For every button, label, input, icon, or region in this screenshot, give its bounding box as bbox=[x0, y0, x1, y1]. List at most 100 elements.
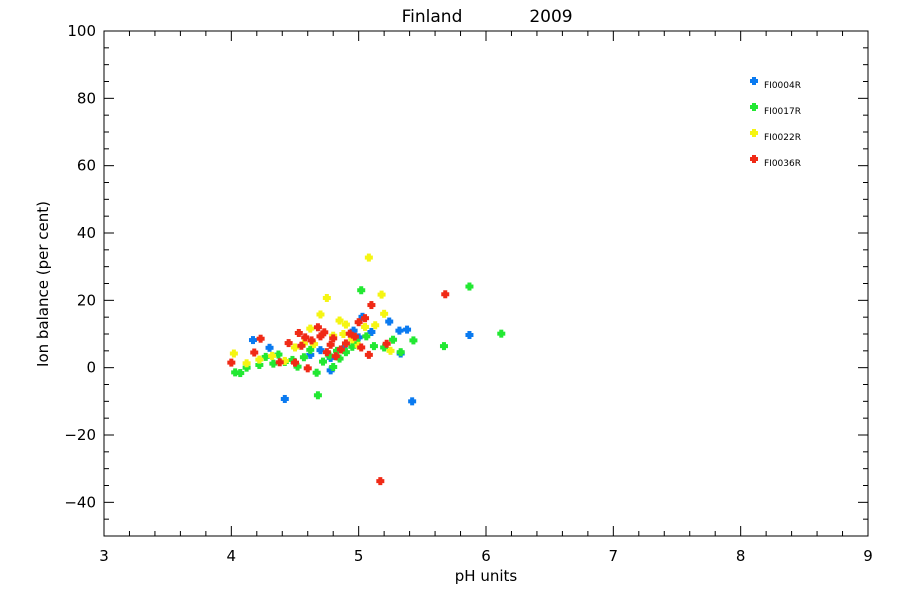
data-point-v bbox=[441, 342, 446, 351]
data-point-v bbox=[350, 335, 355, 344]
data-point-v bbox=[382, 343, 387, 352]
x-tick-label: 9 bbox=[863, 547, 873, 565]
data-point-v bbox=[351, 326, 356, 335]
data-point-v bbox=[369, 327, 374, 336]
data-point-v bbox=[379, 290, 384, 299]
data-points bbox=[227, 253, 506, 486]
data-point-v bbox=[318, 332, 323, 341]
data-point-v bbox=[341, 330, 346, 338]
data-point-v bbox=[337, 316, 342, 325]
x-axis-label: pH units bbox=[455, 567, 518, 585]
legend-marker-v bbox=[752, 129, 756, 137]
data-point-v bbox=[293, 343, 297, 352]
data-point-v bbox=[369, 301, 374, 310]
chart-title-left: Finland bbox=[402, 7, 463, 27]
data-point-v bbox=[371, 342, 376, 351]
data-point-v bbox=[410, 397, 415, 406]
data-point-v bbox=[231, 349, 236, 358]
data-point-v bbox=[347, 329, 352, 338]
legend-marker-v bbox=[752, 103, 756, 111]
data-point-v bbox=[363, 314, 368, 323]
data-point-v bbox=[391, 335, 396, 344]
data-point-v bbox=[327, 351, 332, 360]
x-tick-label: 4 bbox=[227, 547, 237, 565]
data-point-v bbox=[229, 358, 234, 367]
data-point-v bbox=[301, 339, 306, 348]
data-point-v bbox=[352, 332, 357, 341]
legend-label: FI0022R bbox=[764, 133, 801, 143]
data-point-v bbox=[467, 282, 472, 291]
data-point-v bbox=[233, 368, 238, 377]
data-point-v bbox=[343, 348, 348, 357]
data-point-v bbox=[301, 353, 306, 362]
data-point-v bbox=[303, 333, 308, 342]
data-point-v bbox=[271, 359, 276, 368]
x-tick-label: 6 bbox=[481, 547, 491, 565]
data-point-v bbox=[318, 310, 323, 319]
data-point-v bbox=[312, 340, 317, 349]
data-point-v bbox=[398, 348, 403, 357]
data-point-v bbox=[366, 253, 371, 262]
data-point-v bbox=[499, 329, 504, 338]
data-point-v bbox=[293, 358, 297, 367]
data-point-v bbox=[411, 336, 416, 345]
data-point-v bbox=[338, 345, 343, 354]
data-point-v bbox=[277, 358, 282, 367]
data-point-v bbox=[331, 362, 336, 371]
data-point-v bbox=[384, 339, 389, 348]
data-point-v bbox=[388, 346, 393, 355]
y-tick-label: 0 bbox=[86, 359, 96, 377]
data-point-v bbox=[308, 350, 313, 359]
data-point-v bbox=[328, 366, 333, 375]
data-point-v bbox=[359, 343, 364, 352]
y-tick-label: 60 bbox=[77, 157, 96, 175]
data-point-v bbox=[250, 336, 255, 345]
data-point-v bbox=[244, 363, 249, 372]
data-point-v bbox=[373, 321, 378, 330]
data-point-v bbox=[263, 352, 268, 361]
legend-label: FI0036R bbox=[764, 159, 801, 169]
data-point-v bbox=[397, 326, 402, 335]
y-axis-label: Ion balance (per cent) bbox=[34, 201, 52, 367]
x-tick-label: 5 bbox=[354, 547, 364, 565]
legend-marker-v bbox=[752, 155, 756, 163]
data-point-v bbox=[257, 355, 262, 364]
data-point-v bbox=[244, 359, 249, 368]
data-point-v bbox=[343, 339, 348, 348]
y-tick-label: −40 bbox=[64, 493, 96, 511]
data-point-v bbox=[324, 293, 329, 302]
y-tick-label: 100 bbox=[67, 22, 96, 40]
y-tick-labels: −40 −20 0 20 40 60 80 100 bbox=[64, 22, 96, 511]
data-point-v bbox=[305, 364, 310, 373]
data-point-v bbox=[333, 352, 338, 361]
data-point-v bbox=[276, 350, 281, 359]
data-point-v bbox=[314, 368, 319, 377]
data-point-v bbox=[282, 394, 287, 403]
data-point-v bbox=[322, 328, 327, 337]
data-point-v bbox=[359, 286, 364, 295]
data-point-v bbox=[252, 348, 257, 357]
data-point-v bbox=[356, 318, 361, 327]
chart-title-right: 2009 bbox=[529, 7, 572, 27]
data-point-v bbox=[324, 348, 329, 357]
data-point-v bbox=[387, 317, 392, 326]
data-point-v bbox=[350, 342, 355, 351]
x-tick-label: 3 bbox=[99, 547, 109, 565]
data-point-v bbox=[238, 369, 243, 378]
y-tick-label: 40 bbox=[77, 224, 96, 242]
data-point-v bbox=[308, 345, 313, 354]
data-point-v bbox=[337, 354, 342, 363]
data-point-v bbox=[328, 340, 333, 349]
x-tick-labels: 3 4 5 6 7 8 9 bbox=[99, 547, 873, 565]
data-point-v bbox=[343, 320, 348, 329]
data-point-v bbox=[366, 350, 371, 359]
legend-marker-v bbox=[752, 77, 756, 85]
legend-label: FI0017R bbox=[764, 107, 801, 117]
data-point-v bbox=[282, 356, 287, 365]
data-point-v bbox=[467, 331, 472, 340]
data-point-v bbox=[257, 360, 262, 369]
x-tick-label: 8 bbox=[736, 547, 746, 565]
data-point-v bbox=[364, 332, 369, 341]
axis-ticks bbox=[103, 30, 869, 537]
